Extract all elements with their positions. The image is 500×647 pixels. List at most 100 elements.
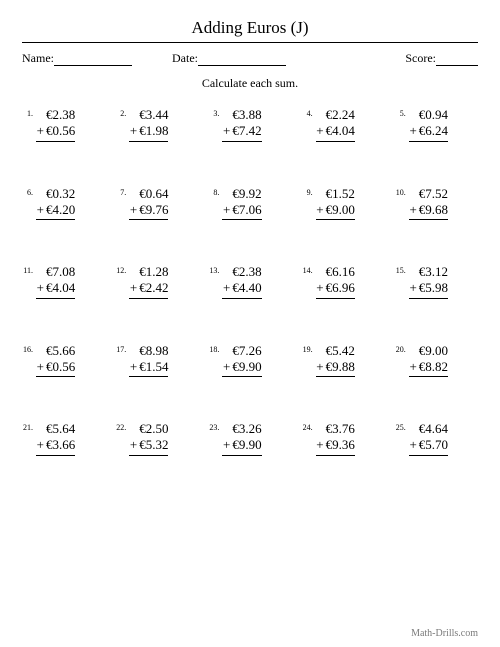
problem-stack: €3.26+€9.90 (222, 421, 261, 456)
plus-sign: + (130, 359, 139, 374)
problem-stack: €8.98+€1.54 (129, 343, 168, 378)
plus-sign: + (316, 123, 325, 138)
date-field: Date: (172, 51, 286, 66)
name-field: Name: (22, 51, 132, 66)
addend-bottom: +€7.06 (222, 202, 261, 220)
problem: 11.€7.08+€4.04 (22, 264, 105, 299)
problem-number: 14. (302, 264, 316, 275)
addend-a: 5.42 (332, 343, 355, 358)
addend-a: 7.08 (53, 264, 76, 279)
addend-a: 4.64 (425, 421, 448, 436)
addend-b: 6.24 (425, 123, 448, 138)
addend-top: €6.16 (316, 264, 355, 280)
addend-a: 2.38 (239, 264, 262, 279)
addend-bottom: +€7.42 (222, 123, 261, 141)
addend-top: €8.98 (129, 343, 168, 359)
problem-stack: €3.12+€5.98 (409, 264, 448, 299)
problem: 20.€9.00+€8.82 (395, 343, 478, 378)
problem: 23.€3.26+€9.90 (208, 421, 291, 456)
addend-top: €2.24 (316, 107, 355, 123)
addend-top: €1.52 (316, 186, 355, 202)
addend-a: 3.26 (239, 421, 262, 436)
addend-bottom: +€6.96 (316, 280, 355, 298)
plus-sign: + (130, 280, 139, 295)
plus-sign: + (130, 437, 139, 452)
addend-top: €3.12 (409, 264, 448, 280)
addend-b: 4.04 (332, 123, 355, 138)
plus-sign: + (37, 280, 46, 295)
plus-sign: + (223, 202, 232, 217)
problem: 8.€9.92+€7.06 (208, 186, 291, 221)
addend-bottom: +€5.32 (129, 437, 168, 455)
addend-b: 8.82 (425, 359, 448, 374)
addend-b: 9.88 (332, 359, 355, 374)
addend-a: 2.50 (146, 421, 169, 436)
addend-a: 8.98 (146, 343, 169, 358)
problem-stack: €9.00+€8.82 (409, 343, 448, 378)
problem-number: 23. (208, 421, 222, 432)
addend-bottom: +€8.82 (409, 359, 448, 377)
problem-stack: €5.66+€0.56 (36, 343, 75, 378)
addend-b: 9.90 (239, 437, 262, 452)
problem-number: 2. (115, 107, 129, 118)
problem-number: 13. (208, 264, 222, 275)
addend-b: 1.54 (146, 359, 169, 374)
addend-bottom: +€5.70 (409, 437, 448, 455)
addend-bottom: +€0.56 (36, 123, 75, 141)
problem-number: 20. (395, 343, 409, 354)
addend-a: 2.38 (53, 107, 76, 122)
addend-b: 7.42 (239, 123, 262, 138)
problem-stack: €0.32+€4.20 (36, 186, 75, 221)
problem: 9.€1.52+€9.00 (302, 186, 385, 221)
date-blank[interactable] (198, 54, 286, 66)
problem-number: 11. (22, 264, 36, 275)
addend-bottom: +€1.54 (129, 359, 168, 377)
addend-top: €5.42 (316, 343, 355, 359)
addend-top: €7.52 (409, 186, 448, 202)
addend-top: €7.26 (222, 343, 261, 359)
plus-sign: + (223, 123, 232, 138)
problem-number: 5. (395, 107, 409, 118)
problem-number: 19. (302, 343, 316, 354)
addend-b: 9.90 (239, 359, 262, 374)
problem-number: 7. (115, 186, 129, 197)
problem-number: 22. (115, 421, 129, 432)
problem: 7.€0.64+€9.76 (115, 186, 198, 221)
addend-a: 3.88 (239, 107, 262, 122)
score-field: Score: (405, 51, 478, 66)
problem-number: 25. (395, 421, 409, 432)
problem: 6.€0.32+€4.20 (22, 186, 105, 221)
addend-b: 4.40 (239, 280, 262, 295)
problem: 14.€6.16+€6.96 (302, 264, 385, 299)
plus-sign: + (37, 123, 46, 138)
problem: 19.€5.42+€9.88 (302, 343, 385, 378)
problem: 3.€3.88+€7.42 (208, 107, 291, 142)
addend-a: 9.00 (425, 343, 448, 358)
name-blank[interactable] (54, 54, 132, 66)
problem: 4.€2.24+€4.04 (302, 107, 385, 142)
footer-credit: Math-Drills.com (411, 628, 478, 639)
plus-sign: + (316, 280, 325, 295)
problem-stack: €7.08+€4.04 (36, 264, 75, 299)
addend-top: €5.64 (36, 421, 75, 437)
problem: 15.€3.12+€5.98 (395, 264, 478, 299)
addend-top: €2.38 (36, 107, 75, 123)
header-fields: Name: Date: Score: (22, 51, 478, 66)
addend-bottom: +€1.98 (129, 123, 168, 141)
problem-stack: €2.50+€5.32 (129, 421, 168, 456)
page-title: Adding Euros (J) (22, 18, 478, 38)
addend-b: 4.04 (53, 280, 76, 295)
problem-number: 4. (302, 107, 316, 118)
addend-a: 1.28 (146, 264, 169, 279)
addend-a: 2.24 (332, 107, 355, 122)
addend-b: 3.66 (53, 437, 76, 452)
plus-sign: + (130, 202, 139, 217)
addend-top: €2.50 (129, 421, 168, 437)
problem-number: 15. (395, 264, 409, 275)
addend-bottom: +€9.88 (316, 359, 355, 377)
score-blank[interactable] (436, 54, 478, 66)
addend-bottom: +€6.24 (409, 123, 448, 141)
addend-top: €0.94 (409, 107, 448, 123)
problem-stack: €7.52+€9.68 (409, 186, 448, 221)
addend-bottom: +€9.36 (316, 437, 355, 455)
